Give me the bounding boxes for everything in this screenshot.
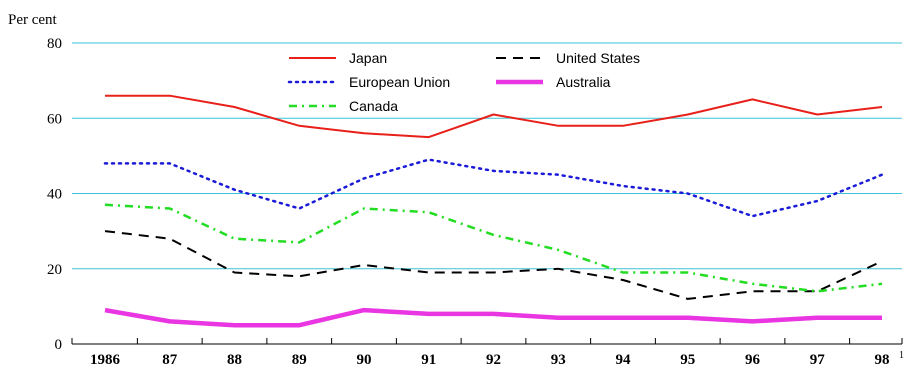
y-tick-label: 40 [47,187,62,203]
x-tick-label: 92 [486,352,501,368]
x-tick-label: 98 [875,352,890,368]
series-lines [105,96,882,326]
series-line-japan [105,96,882,137]
y-tick-label: 80 [47,36,62,52]
x-tick-label: 88 [227,352,242,368]
axes [72,338,902,344]
y-tick-label: 20 [47,262,62,278]
series-line-european-union [105,160,882,217]
legend-label: Australia [556,74,611,90]
x-tick-labels: 1986 87 88 89 90 91 92 93 94 95 96 97 98 [90,352,890,368]
x-tick-label: 91 [421,352,436,368]
legend: Japan United States European Union Australi… [289,50,640,114]
x-tick-label: 89 [292,352,307,368]
series-line-united-states [105,231,882,299]
legend-label: European Union [349,74,450,90]
y-tick-labels: 0 20 40 60 80 [47,36,62,353]
series-line-canada [105,205,882,291]
legend-label: United States [556,50,640,66]
x-tick-label: 94 [616,352,632,368]
footnote-marker: 1 [899,350,904,361]
x-tick-label: 97 [810,352,826,368]
series-line-australia [105,310,882,325]
x-tick-label: 90 [357,352,372,368]
y-tick-label: 0 [55,337,63,353]
y-tick-label: 60 [47,111,62,127]
legend-label: Japan [349,50,387,66]
legend-label: Canada [349,98,398,114]
x-tick-label: 95 [680,352,695,368]
x-tick-label: 1986 [90,352,121,368]
x-tick-label: 87 [162,352,178,368]
x-tick-label: 96 [745,352,761,368]
y-axis-unit-label: Per cent [8,12,58,28]
x-tick-label: 93 [551,352,566,368]
gridlines [72,43,902,269]
